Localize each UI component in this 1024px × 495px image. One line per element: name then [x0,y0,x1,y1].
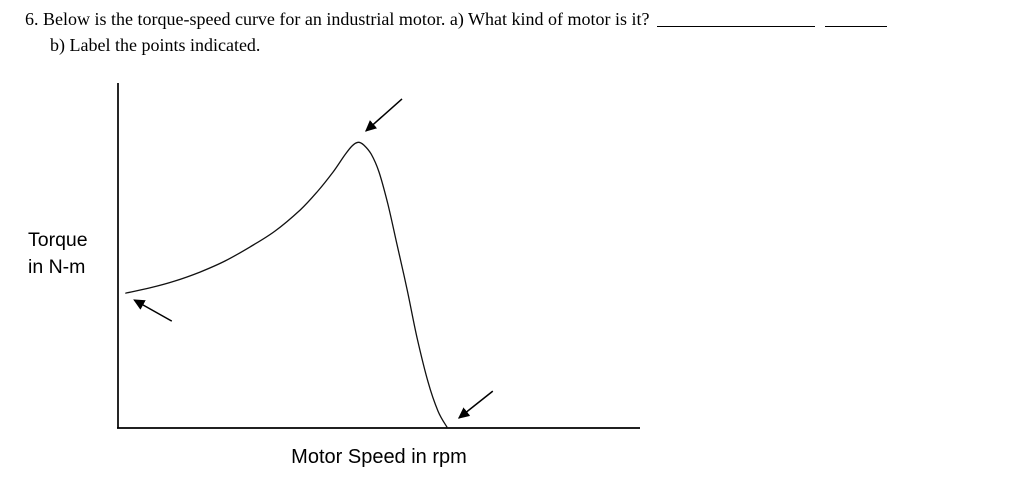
question-line-2: b) Label the points indicated. [50,35,261,55]
annotation-arrows [133,98,494,419]
question-line-1: 6. Below is the torque-speed curve for a… [25,6,887,32]
annotation-arrow-zero-torque-point [457,390,494,419]
y-axis-label-line1: Torque [28,229,88,251]
annotation-arrow-curve-peak [365,98,403,132]
torque-curve [125,141,448,428]
annotation-arrow-curve-start [133,299,173,322]
answer-blank-2 [824,14,887,27]
axes [117,83,640,429]
question-text: 6. Below is the torque-speed curve for a… [25,9,650,29]
y-axis-label: Torque in N-m [28,227,88,281]
y-axis-label-line2: in N-m [28,256,86,278]
question-block: 6. Below is the torque-speed curve for a… [25,6,887,58]
answer-blank-1 [656,14,815,27]
x-axis-label: Motor Speed in rpm [291,446,467,468]
